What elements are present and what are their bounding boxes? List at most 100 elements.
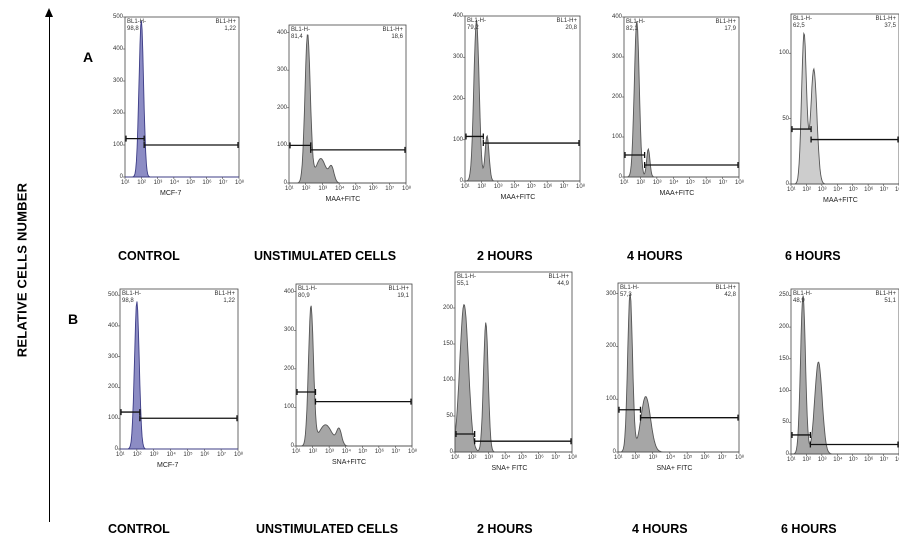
x-tick-label: 10⁸: [568, 455, 578, 461]
gate-negative: [624, 152, 646, 158]
x-tick-label: 10⁸: [402, 186, 412, 192]
y-tick-label: 150: [779, 355, 790, 362]
x-tick-label: 10⁵: [683, 455, 693, 461]
x-tick-label: 10⁵: [848, 457, 858, 463]
y-tick-label: 400: [612, 14, 623, 20]
y-tick-label: 400: [284, 288, 295, 295]
label-b-control: CONTROL: [108, 522, 170, 536]
y-tick-label: 400: [108, 322, 119, 329]
histogram-svg: [622, 16, 740, 179]
gate-positive-name: BL1-H+: [214, 291, 235, 297]
panel-b-letter: B: [68, 311, 79, 327]
x-tick-label: 10²: [308, 449, 318, 455]
x-tick-label: 10⁴: [510, 184, 520, 190]
gate-negative: [618, 406, 642, 413]
x-tick-label: 10⁸: [234, 452, 244, 458]
region-label-positive: BL1-H+ 51,1: [875, 291, 896, 305]
label-a-control: CONTROL: [118, 249, 180, 263]
gate-positive: [810, 136, 899, 143]
x-tick-label: 10³: [817, 457, 827, 463]
histogram-area: [120, 301, 238, 450]
x-tick-label: 10²: [467, 455, 477, 461]
y-tick-label: 200: [108, 384, 119, 391]
y-tick-label: 0: [785, 181, 789, 187]
gate-positive-percent: 37,5: [884, 22, 896, 29]
label-b-4h: 4 HOURS: [632, 522, 688, 536]
label-a-6h: 6 HOURS: [785, 249, 841, 263]
gate-negative: [455, 431, 476, 437]
gate-positive-name: BL1-H+: [875, 16, 896, 22]
gate-negative-name: BL1-H-: [467, 18, 487, 24]
x-tick-label: 10⁶: [374, 449, 384, 455]
x-tick-label: 10⁸: [735, 180, 745, 186]
histogram-svg: [294, 283, 413, 448]
x-tick-label: 10⁵: [186, 180, 196, 186]
x-axis-sample-label: MAA+FITC: [823, 197, 858, 204]
x-axis-sample-label: MCF-7: [160, 190, 182, 197]
x-tick-label: 10³: [149, 452, 159, 458]
gate-negative: [791, 126, 812, 133]
y-tick-label: 100: [108, 415, 119, 422]
x-tick-label: 10⁴: [501, 455, 511, 461]
x-tick-label: 10⁶: [202, 180, 212, 186]
histogram-area: [618, 293, 739, 453]
region-label-negative: BL1-H- 82,1: [626, 19, 645, 33]
gate-positive-percent: 18,6: [391, 33, 403, 40]
region-label-positive: BL1-H+ 37,5: [875, 16, 896, 30]
x-tick-label: 10¹: [116, 452, 125, 458]
histogram-b-control: 0 100 200 300 400 500 10¹ 10² 10³ 10⁴ 10⁵ 10⁶ 10⁷ 10⁸…: [108, 288, 243, 469]
gate-positive-percent: 19,1: [397, 292, 409, 299]
gate-positive: [474, 438, 572, 445]
gate-negative-percent: 98,8: [127, 25, 139, 32]
region-label-negative: BL1-H- 57,3: [620, 285, 639, 299]
x-tick-label: 10⁴: [833, 187, 843, 193]
gate-negative-percent: 79,2: [467, 24, 479, 31]
x-tick-label: 10⁸: [576, 184, 586, 190]
gate-negative-name: BL1-H-: [626, 19, 646, 25]
y-tick-label: 200: [443, 305, 454, 311]
histogram-b-4h: 0 100 200 300 10¹ 10² 10³ 10⁴ 10⁵ 10⁶ 10⁷ 10⁸ BL1-H-…: [606, 282, 744, 472]
x-tick-label: 10²: [636, 180, 646, 186]
label-a-unstimulated: UNSTIMULATED CELLS: [254, 249, 397, 263]
x-axis-sample-label: MAA+FITC: [325, 196, 361, 203]
x-tick-label: 10⁶: [368, 186, 378, 192]
x-tick-label: 10⁷: [217, 452, 226, 458]
x-tick-label: 10⁶: [864, 187, 874, 193]
histogram-svg: [463, 15, 581, 183]
y-tick-label: 250: [779, 292, 790, 299]
region-label-negative: BL1-H- 55,1: [457, 274, 476, 288]
x-tick-label: 10⁸: [235, 180, 245, 186]
y-tick-label: 0: [618, 174, 622, 180]
y-tick-label: 400: [113, 46, 124, 52]
y-tick-label: 100: [779, 50, 790, 57]
histogram-svg: [789, 13, 899, 186]
gate-negative-name: BL1-H-: [793, 291, 813, 297]
x-axis-sample-label: MAA+FITC: [659, 190, 695, 197]
gate-positive: [143, 142, 239, 148]
gate-positive: [139, 415, 238, 422]
x-tick-label: 10¹: [787, 187, 796, 193]
plot-frame: [454, 271, 573, 453]
x-tick-label: 10³: [484, 455, 494, 461]
x-tick-label: 10²: [802, 457, 812, 463]
x-tick-label: 10²: [631, 455, 640, 461]
y-tick-label: 0: [119, 174, 123, 180]
y-tick-label: 200: [779, 324, 790, 331]
x-tick-label: 10⁷: [879, 187, 889, 193]
y-tick-label: 0: [612, 449, 616, 455]
gate-negative-percent: 55,1: [457, 280, 469, 287]
x-axis-sample-label: MAA+FITC: [500, 194, 536, 201]
x-tick-label: 10²: [477, 184, 487, 190]
x-tick-label: 10⁵: [526, 184, 536, 190]
x-axis-sample-label: SNA+ FITC: [491, 465, 528, 472]
y-tick-label: 300: [277, 67, 288, 74]
histogram-b-unstimulated: 0 100 200 300 400 10¹ 10² 10³ 10⁴ 10⁵ 10⁶ 10⁷ 10⁸ BL1…: [284, 283, 417, 466]
x-tick-label: 10⁷: [385, 186, 395, 192]
histogram-area: [624, 21, 739, 178]
x-axis-sample-label: MCF-7: [157, 462, 179, 469]
x-tick-label: 10⁶: [702, 180, 712, 186]
x-tick-label: 10⁸: [408, 449, 418, 455]
x-tick-label: 10⁶: [543, 184, 553, 190]
gate-negative-name: BL1-H-: [291, 27, 311, 33]
